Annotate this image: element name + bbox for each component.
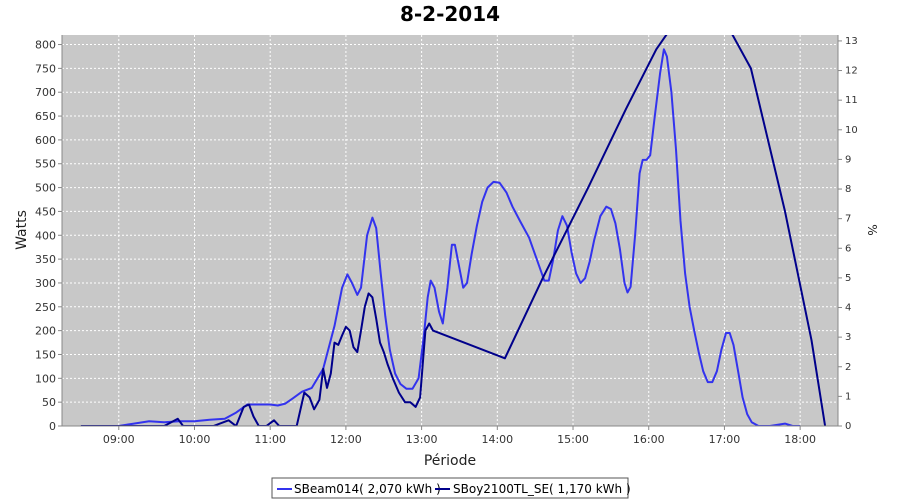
y2-tick-label: 9	[845, 154, 851, 165]
legend-label-0: SBeam014( 2,070 kWh )	[294, 482, 441, 496]
y-tick-label: 350	[35, 253, 56, 266]
x-tick-label: 10:00	[179, 433, 211, 446]
y2-tick-label: 10	[845, 125, 858, 136]
y2-tick-label: 5	[845, 273, 851, 284]
chart-title: 8-2-2014	[400, 2, 500, 26]
series-line-1	[80, 35, 827, 426]
y2-tick-label: 6	[845, 243, 851, 254]
x-tick-label: 11:00	[254, 433, 286, 446]
y-axis-label: Watts	[14, 210, 30, 250]
x-axis-ticks: 09:00 10:00 11:00 12:00 13:00 14:00 15:00 16:00…	[103, 426, 816, 446]
y2-tick-label: 8	[845, 184, 851, 195]
plot-area	[62, 35, 838, 426]
y2-tick-label: 3	[845, 332, 851, 343]
y2-tick-label: 0	[845, 421, 851, 432]
y2-tick-label: 12	[845, 66, 858, 77]
y-tick-label: 800	[35, 39, 56, 52]
x-tick-label: 18:00	[784, 433, 816, 446]
y-tick-label: 750	[35, 62, 56, 75]
y-tick-label: 50	[42, 396, 56, 409]
y-tick-label: 300	[35, 277, 56, 290]
y2-tick-label: 13	[845, 36, 858, 47]
y-axis-ticks: 0 50 100 150 200 250 300 350 400 450 500 550 600 650 7…	[35, 39, 62, 433]
x-tick-label: 12:00	[330, 433, 362, 446]
x-tick-label: 15:00	[557, 433, 589, 446]
y2-tick-label: 4	[845, 303, 851, 314]
x-tick-label: 14:00	[481, 433, 513, 446]
x-tick-label: 09:00	[103, 433, 135, 446]
x-axis-label: Période	[424, 453, 476, 469]
legend-label-1: SBoy2100TL_SE( 1,170 kWh )	[453, 482, 631, 496]
y-tick-label: 0	[49, 420, 56, 433]
y-tick-label: 550	[35, 158, 56, 171]
y2-tick-label: 2	[845, 362, 851, 373]
x-tick-label: 17:00	[709, 433, 741, 446]
series-layer	[80, 35, 827, 426]
x-tick-label: 16:00	[633, 433, 665, 446]
y-tick-label: 500	[35, 182, 56, 195]
y2-axis-label: %	[865, 224, 879, 235]
y-tick-label: 700	[35, 86, 56, 99]
x-tick-label: 13:00	[406, 433, 438, 446]
y2-tick-label: 11	[845, 95, 858, 106]
y-tick-label: 650	[35, 110, 56, 123]
y-tick-label: 250	[35, 301, 56, 314]
y2-tick-label: 7	[845, 214, 851, 225]
y-tick-label: 200	[35, 325, 56, 338]
y-tick-label: 100	[35, 372, 56, 385]
series-line-0	[80, 48, 801, 426]
y-tick-label: 450	[35, 205, 56, 218]
y2-tick-label: 1	[845, 391, 851, 402]
y-tick-label: 400	[35, 229, 56, 242]
y-tick-label: 600	[35, 134, 56, 147]
legend: SBeam014( 2,070 kWh ) SBoy2100TL_SE( 1,1…	[271, 477, 631, 499]
y-tick-label: 150	[35, 348, 56, 361]
